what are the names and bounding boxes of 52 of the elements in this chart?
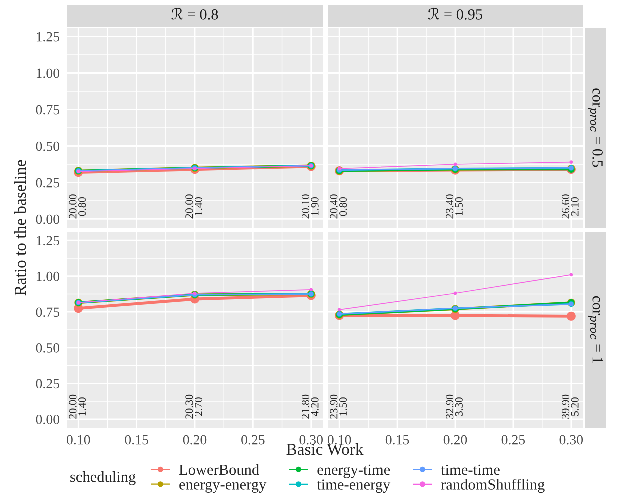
y2-axis-title: cor$_{proc}$ = 1 xyxy=(588,296,603,364)
x-tick-label: 0.20 xyxy=(444,435,468,445)
x-tick-label: 0.15 xyxy=(386,435,410,445)
point xyxy=(570,273,574,277)
annotation: 23.90 1.50 xyxy=(330,394,348,419)
y-tick-label: 0.75 xyxy=(36,105,60,115)
y-tick-label: 0.00 xyxy=(36,214,60,224)
x-tick-label: 0.30 xyxy=(300,435,323,445)
chart-title: ℛ = 0.95 xyxy=(428,8,482,20)
x-tick-label: 0.15 xyxy=(125,435,148,445)
annotation: 20.30 2.70 xyxy=(186,394,202,419)
y-tick-label: 0.25 xyxy=(36,379,60,389)
x-axis-title: Basic Work xyxy=(286,443,364,456)
point xyxy=(310,288,314,292)
annotation: 20.00 1.40 xyxy=(69,394,86,419)
x-tick-label: 0.20 xyxy=(183,435,207,445)
legend-label: LowerBound xyxy=(179,464,260,476)
y-axis-title: Ratio to the baseline xyxy=(14,160,26,296)
legend-label: energy-time xyxy=(318,464,390,478)
y-tick-label: 0.00 xyxy=(36,415,60,424)
annotation: 23.40 1.50 xyxy=(446,194,463,219)
legend-title: scheduling xyxy=(70,471,136,486)
y-tick-label: 1.25 xyxy=(36,236,60,246)
legend-label: randomShuffling xyxy=(441,479,545,494)
annotation: 20.00 1.40 xyxy=(186,194,202,219)
y-tick-label: 0.50 xyxy=(36,142,60,152)
annotation: 32.90 3.30 xyxy=(446,394,463,419)
point xyxy=(570,160,574,164)
annotation: 21.80 4.20 xyxy=(302,394,319,419)
x-tick-label: 0.30 xyxy=(560,435,584,445)
point xyxy=(566,312,576,321)
legend-label: energy-energy xyxy=(180,482,267,493)
chart-title: ℛ = 0.8 xyxy=(172,8,218,20)
annotation: 20.40 0.80 xyxy=(330,194,348,219)
x-tick-label: 0.10 xyxy=(67,435,90,445)
annotation: 20.00 0.80 xyxy=(69,194,86,219)
y-tick-label: 0.25 xyxy=(36,178,60,188)
legend-label: time-time xyxy=(441,464,500,476)
annotation: 26.60 2.10 xyxy=(562,194,579,219)
x-tick-label: 0.25 xyxy=(242,435,265,445)
y-tick-label: 1.00 xyxy=(36,68,60,78)
point xyxy=(338,308,342,312)
y-tick-label: 0.50 xyxy=(36,343,60,353)
y-tick-label: 1.00 xyxy=(36,272,60,282)
annotation: 39.90 5.20 xyxy=(562,394,579,419)
y-tick-label: 1.25 xyxy=(36,32,60,42)
y-tick-label: 0.75 xyxy=(36,308,60,318)
legend-label: time-energy xyxy=(317,480,391,494)
y2-axis-title: cor$_{proc}$ = 0.5 xyxy=(588,88,603,168)
x-tick-label: 0.10 xyxy=(328,435,352,445)
x-tick-label: 0.25 xyxy=(502,435,526,445)
annotation: 20.10 1.90 xyxy=(302,194,319,219)
